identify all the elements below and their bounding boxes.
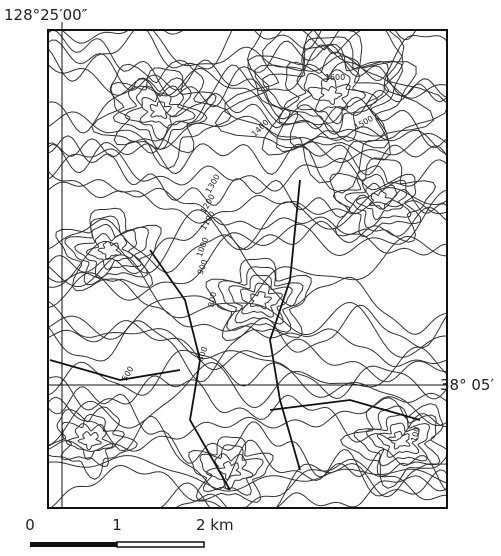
contour-label: 900 — [196, 258, 210, 275]
contour-loop — [283, 61, 378, 135]
contour-loop — [139, 92, 184, 129]
contour-loop — [97, 240, 122, 261]
contour-line — [48, 39, 447, 148]
stream — [49, 359, 181, 381]
contour-line — [48, 346, 447, 447]
contour-loop — [199, 444, 264, 496]
latitude-label: 38° 05′ — [440, 376, 494, 394]
contour-line — [48, 34, 447, 134]
stream — [269, 399, 421, 421]
contour-loop — [217, 266, 304, 333]
contour-loop — [55, 207, 162, 292]
contour-line — [151, 30, 447, 99]
scale-label: 2 km — [196, 516, 234, 534]
longitude-label: 128°25′00″ — [4, 6, 88, 24]
contour-loop — [368, 191, 393, 210]
contour-label: 800 — [207, 291, 219, 308]
contour-loop — [387, 431, 411, 450]
contour-line — [48, 304, 447, 383]
scale-label: 0 — [25, 516, 35, 534]
contour-loop — [318, 85, 343, 105]
contour-loop — [340, 397, 447, 489]
contour-line — [48, 135, 447, 219]
contour-loop — [74, 223, 143, 279]
scale-label: 1 — [112, 516, 122, 534]
contour-line — [48, 189, 447, 309]
contour-label: 1500 — [353, 114, 375, 132]
scale-segment — [116, 541, 205, 548]
contour-label: 1300 — [204, 173, 222, 195]
contour-loop — [65, 423, 114, 461]
contour-label: 1000 — [195, 236, 210, 258]
stream — [269, 179, 301, 471]
contour-line — [48, 63, 447, 155]
contour-loop — [124, 85, 196, 141]
contour-loop — [344, 173, 412, 229]
contour-loop — [228, 274, 293, 325]
contour-loop — [91, 59, 232, 170]
contour-label: 500 — [120, 365, 135, 383]
contour-loop — [188, 436, 274, 503]
contour-loop — [365, 414, 431, 467]
contour-loop — [262, 43, 389, 148]
contour-line — [48, 392, 447, 453]
contour-line — [48, 218, 447, 335]
contour-loop — [206, 453, 254, 491]
contour-line — [48, 170, 447, 256]
contour-loop — [254, 36, 404, 153]
contour-loop — [376, 422, 420, 458]
contour-loop — [60, 413, 125, 468]
contour-label: 100 — [409, 426, 422, 443]
contour-line — [48, 271, 447, 368]
map-frame — [47, 29, 448, 509]
contour-loop — [296, 69, 367, 125]
contour-loop — [77, 431, 103, 451]
contour-line — [48, 148, 447, 192]
contour-loop — [214, 30, 447, 194]
contour-loop — [249, 290, 273, 310]
contour-line — [48, 179, 447, 224]
contour-line — [48, 375, 447, 443]
contour-label: 1600 — [325, 73, 345, 82]
contour-line — [48, 300, 447, 427]
contour-loop — [205, 257, 312, 342]
contour-line — [48, 111, 447, 164]
contour-line — [48, 142, 447, 176]
stream — [149, 249, 231, 491]
contour-loop — [149, 101, 172, 120]
contour-loop — [64, 215, 149, 286]
contour-loop — [85, 232, 134, 271]
contour-loop — [307, 77, 351, 113]
contour-loop — [112, 77, 208, 150]
contour-loop — [353, 405, 441, 477]
contour-loop — [239, 282, 283, 318]
contour-loop — [110, 67, 217, 154]
scale-bar: 0 1 2 km — [25, 516, 234, 548]
contour-line — [48, 30, 185, 44]
contour-loop — [224, 30, 435, 184]
contour-line — [48, 396, 447, 497]
contour-line — [48, 30, 417, 82]
contour-loop — [355, 182, 403, 220]
contour-lines — [48, 30, 447, 508]
contour-loop — [329, 157, 437, 243]
contour-line — [48, 254, 447, 358]
contour-line — [175, 475, 447, 508]
scale-segment — [30, 542, 117, 547]
contour-line — [48, 30, 447, 108]
